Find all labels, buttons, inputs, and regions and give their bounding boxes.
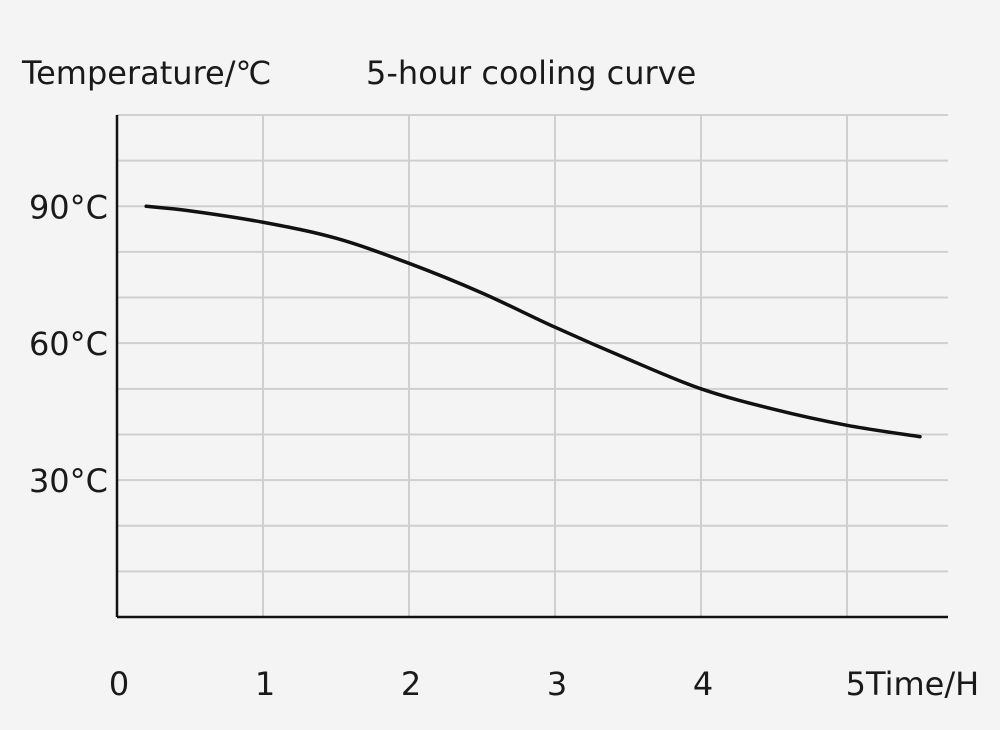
y-tick-label: 60°C bbox=[29, 325, 108, 363]
y-tick-label: 90°C bbox=[29, 188, 108, 226]
grid-layer bbox=[117, 114, 948, 617]
x-axis-label: Time/H bbox=[865, 665, 979, 703]
x-tick-label: 0 bbox=[109, 665, 129, 703]
x-tick-label: 2 bbox=[401, 665, 421, 703]
chart-title: 5-hour cooling curve bbox=[366, 54, 696, 92]
x-tick-label: 5 bbox=[846, 665, 866, 703]
y-axis-label: Temperature/℃ bbox=[21, 54, 271, 92]
x-tick-label: 3 bbox=[547, 665, 567, 703]
series-layer bbox=[144, 204, 922, 439]
x-tick-label: 1 bbox=[255, 665, 275, 703]
cooling-curve-line bbox=[144, 204, 922, 439]
axis-layer bbox=[115, 115, 948, 619]
x-tick-label: 4 bbox=[693, 665, 713, 703]
y-tick-label: 30°C bbox=[29, 462, 108, 500]
label-layer: Temperature/℃ 5-hour cooling curve Time/… bbox=[21, 54, 979, 703]
